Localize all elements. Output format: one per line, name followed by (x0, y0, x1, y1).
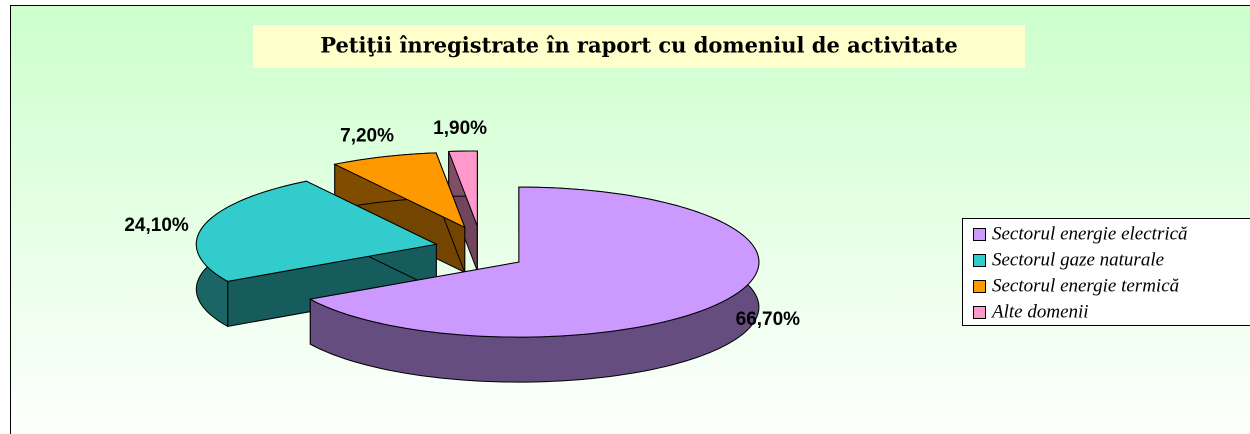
slice (447, 150, 478, 272)
slice (195, 180, 438, 328)
legend-label: Alte domenii (990, 301, 1089, 322)
data-label: 24,10% (124, 215, 189, 236)
chart-title: Petiţii înregistrate în raport cu domeni… (320, 33, 958, 58)
legend-label: Sectorul gaze naturale (992, 249, 1164, 270)
legend-label: Sectorul energie termică (992, 275, 1179, 296)
slice-top (333, 152, 466, 229)
slice (308, 186, 760, 383)
legend-swatch (973, 306, 986, 319)
legend-swatch (973, 280, 986, 293)
slice-top (308, 186, 760, 338)
legend-swatch (973, 228, 986, 241)
slice-top (195, 180, 438, 282)
data-label: 66,70% (736, 309, 801, 330)
data-label: 7,20% (340, 126, 394, 147)
title-box (253, 25, 1025, 68)
data-label: 1,90% (433, 118, 487, 139)
legend-swatch (973, 254, 986, 267)
legend-label: Sectorul energie electrică (992, 223, 1188, 244)
slice-top (447, 150, 478, 227)
legend (962, 218, 1250, 326)
